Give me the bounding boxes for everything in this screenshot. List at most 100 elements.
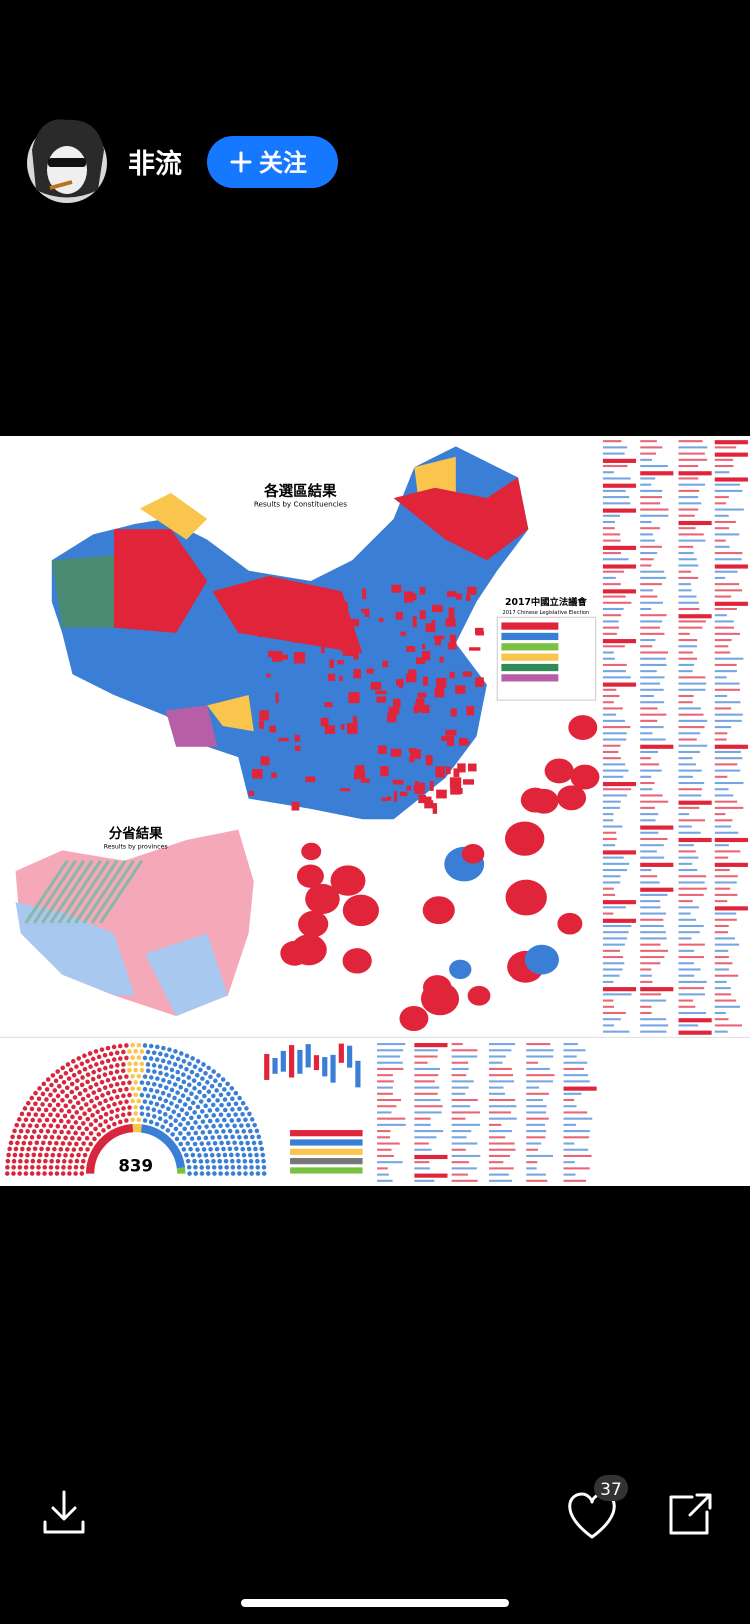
district	[447, 642, 457, 650]
list-line	[602, 794, 627, 797]
list-line	[602, 850, 637, 855]
list-line	[414, 1167, 430, 1170]
list-line	[563, 1123, 577, 1126]
list-line	[602, 595, 626, 598]
list-line	[488, 1049, 512, 1052]
avatar[interactable]	[27, 119, 107, 203]
seat	[98, 1122, 103, 1128]
seat	[249, 1171, 255, 1176]
avatar-glasses[interactable]	[48, 158, 86, 167]
seat	[206, 1098, 212, 1103]
list-line	[714, 1030, 728, 1033]
stripe	[66, 859, 111, 924]
seat	[52, 1129, 58, 1134]
district	[449, 777, 462, 789]
list-line	[602, 452, 625, 455]
seat	[71, 1072, 77, 1078]
list-line	[451, 1117, 466, 1120]
list-line	[640, 800, 669, 803]
seat	[136, 1055, 142, 1060]
mini-bar	[338, 1043, 344, 1063]
seat	[242, 1158, 248, 1164]
list-line	[640, 483, 652, 486]
map-title: 各選區結果	[263, 482, 337, 500]
list-line	[602, 440, 622, 443]
list-line	[563, 1074, 588, 1077]
list-line	[526, 1123, 546, 1126]
seat	[251, 1140, 257, 1146]
seat	[233, 1101, 239, 1107]
seat	[48, 1092, 53, 1098]
stripe	[49, 859, 94, 924]
list-line	[451, 1043, 463, 1046]
list-line	[526, 1136, 546, 1139]
list-line	[488, 1098, 516, 1102]
seat	[243, 1165, 248, 1170]
list-line	[602, 626, 620, 629]
district	[432, 803, 438, 814]
list-line	[640, 999, 667, 1002]
seat	[226, 1112, 231, 1118]
list-line	[640, 974, 652, 977]
list-line	[602, 987, 637, 992]
list-line	[714, 850, 741, 853]
share-icon[interactable]	[669, 1493, 712, 1535]
like-badge	[594, 1475, 628, 1501]
district	[393, 698, 401, 708]
seat	[192, 1158, 197, 1164]
seat	[246, 1146, 252, 1152]
list-line	[602, 657, 615, 660]
list-line	[602, 825, 623, 828]
seat	[87, 1051, 93, 1056]
seat	[33, 1090, 38, 1096]
follow-button-bg[interactable]	[207, 136, 338, 188]
seat	[236, 1158, 241, 1164]
list-line	[640, 738, 666, 741]
seat	[127, 1105, 132, 1110]
mini-bar	[289, 1045, 295, 1078]
list-line	[602, 458, 637, 463]
list-line	[714, 937, 735, 940]
seat	[61, 1159, 67, 1164]
list-line	[714, 564, 748, 569]
seat	[255, 1171, 261, 1176]
list-line	[488, 1092, 506, 1095]
election-image[interactable]: 各選區結果 Results by Constituencies 2017中國立法…	[0, 436, 750, 1186]
list-line	[678, 1030, 712, 1035]
list-line	[714, 837, 748, 843]
seat	[210, 1135, 215, 1140]
seat	[184, 1066, 189, 1072]
list-line	[678, 632, 690, 635]
avatar-cigar[interactable]	[49, 180, 73, 190]
follow-button[interactable]: 关注	[207, 136, 338, 188]
seat	[154, 1057, 160, 1062]
district	[422, 643, 426, 649]
seat	[216, 1073, 221, 1078]
username[interactable]: 非流	[128, 149, 182, 180]
list-line	[451, 1123, 480, 1126]
list-line	[714, 465, 734, 468]
district	[346, 648, 358, 656]
list-line	[602, 682, 637, 687]
seat	[55, 1158, 61, 1164]
district	[258, 720, 264, 729]
list-line	[414, 1148, 432, 1151]
list-line	[678, 1018, 712, 1023]
list-line	[563, 1080, 590, 1083]
list-line	[640, 601, 663, 604]
district	[446, 735, 455, 746]
list-line	[678, 527, 696, 530]
seat	[5, 1165, 10, 1170]
district	[280, 654, 288, 660]
seat	[30, 1158, 36, 1164]
district	[403, 591, 413, 603]
seat	[177, 1098, 183, 1104]
list-line	[714, 589, 743, 592]
plus-icon[interactable]	[230, 151, 252, 173]
download-icon[interactable]	[43, 1490, 85, 1534]
follow-label[interactable]: 关注	[259, 149, 307, 177]
list-line	[488, 1074, 514, 1077]
stripe	[74, 859, 119, 924]
list-line	[678, 552, 694, 555]
